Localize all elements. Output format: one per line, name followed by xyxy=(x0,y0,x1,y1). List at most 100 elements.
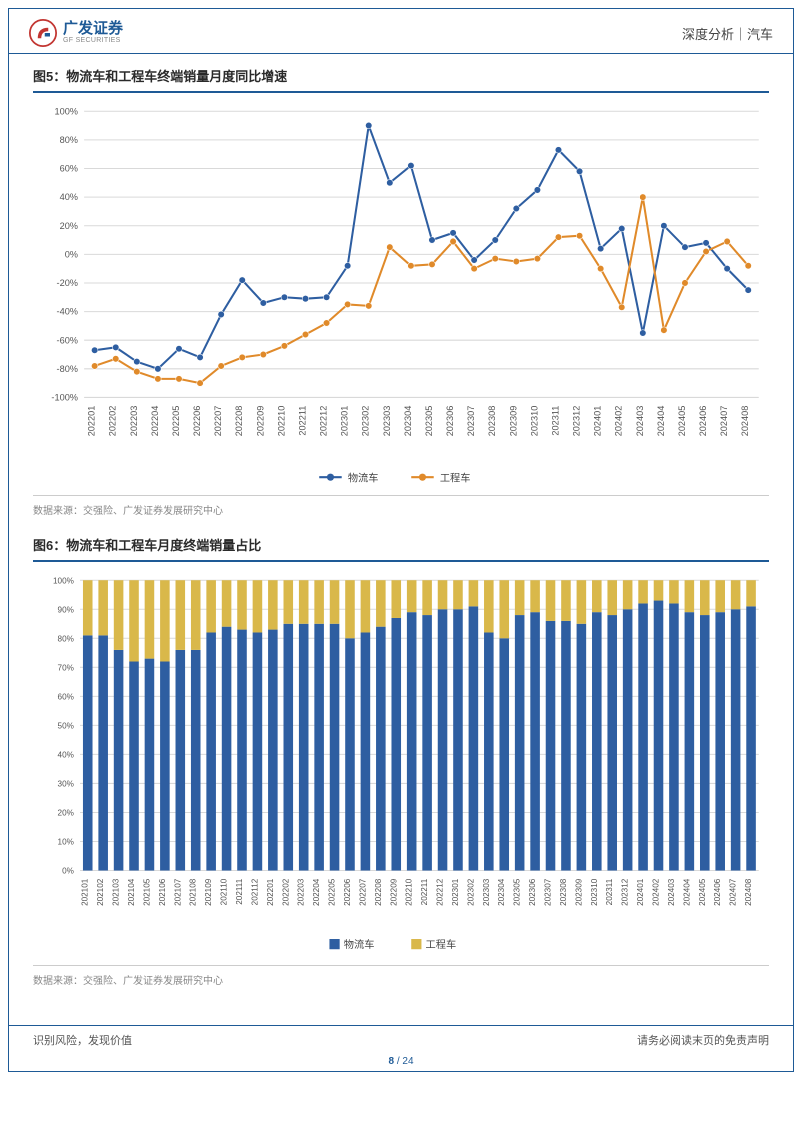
svg-text:202210: 202210 xyxy=(276,406,286,437)
svg-text:202108: 202108 xyxy=(189,879,198,907)
svg-text:工程车: 工程车 xyxy=(440,471,471,484)
svg-text:202303: 202303 xyxy=(382,406,392,437)
svg-text:202202: 202202 xyxy=(281,879,290,907)
svg-text:202407: 202407 xyxy=(719,406,729,437)
svg-text:物流车: 物流车 xyxy=(348,471,379,484)
svg-text:40%: 40% xyxy=(60,192,78,202)
svg-text:-100%: -100% xyxy=(51,393,78,403)
svg-text:202212: 202212 xyxy=(319,406,329,437)
svg-text:202203: 202203 xyxy=(297,879,306,907)
svg-text:202406: 202406 xyxy=(698,406,708,437)
svg-text:202301: 202301 xyxy=(451,879,460,907)
svg-text:202407: 202407 xyxy=(729,879,738,907)
svg-text:202304: 202304 xyxy=(403,406,413,437)
content: 图5：物流车和工程车终端销量月度同比增速 -100%-80%-60%-40%-2… xyxy=(9,54,793,1025)
svg-text:202306: 202306 xyxy=(445,406,455,437)
chart6-source: 数据来源：交强险、广发证券发展研究中心 xyxy=(33,965,769,1005)
logo-en: GF SECURITIES xyxy=(63,37,123,45)
footer-right: 请务必阅读末页的免责声明 xyxy=(637,1032,769,1048)
page-header: 广发证券 GF SECURITIES 深度分析｜汽车 xyxy=(9,9,793,54)
svg-text:202405: 202405 xyxy=(698,879,707,907)
svg-text:202308: 202308 xyxy=(559,879,568,907)
svg-text:202208: 202208 xyxy=(374,879,383,907)
chart6-stacked-bar: 0%10%20%30%40%50%60%70%80%90%100%2021012… xyxy=(33,570,769,958)
svg-text:30%: 30% xyxy=(58,780,74,789)
svg-text:10%: 10% xyxy=(58,838,74,847)
chart5-container: -100%-80%-60%-40%-20%0%20%40%60%80%100%2… xyxy=(33,91,769,489)
svg-text:202211: 202211 xyxy=(420,879,429,906)
svg-text:-80%: -80% xyxy=(57,364,78,374)
svg-text:202304: 202304 xyxy=(497,879,506,907)
svg-text:202110: 202110 xyxy=(220,879,229,906)
svg-text:202305: 202305 xyxy=(424,406,434,437)
page-footer: 识别风险，发现价值 请务必阅读末页的免责声明 xyxy=(9,1025,793,1056)
svg-text:202209: 202209 xyxy=(389,879,398,907)
svg-text:202404: 202404 xyxy=(682,879,691,907)
svg-text:202402: 202402 xyxy=(652,879,661,907)
svg-text:202311: 202311 xyxy=(605,879,614,906)
svg-text:202106: 202106 xyxy=(158,879,167,907)
svg-text:202104: 202104 xyxy=(127,879,136,907)
svg-text:202205: 202205 xyxy=(171,406,181,437)
svg-text:202210: 202210 xyxy=(405,879,414,907)
svg-text:202302: 202302 xyxy=(466,879,475,907)
chart5-title: 图5：物流车和工程车终端销量月度同比增速 xyxy=(33,66,769,85)
svg-text:202403: 202403 xyxy=(667,879,676,907)
svg-text:202311: 202311 xyxy=(550,406,560,436)
svg-text:70%: 70% xyxy=(58,664,74,673)
svg-text:202212: 202212 xyxy=(436,879,445,907)
svg-text:202204: 202204 xyxy=(150,406,160,437)
svg-text:202206: 202206 xyxy=(192,406,202,437)
svg-text:202312: 202312 xyxy=(572,406,582,437)
header-breadcrumb: 深度分析｜汽车 xyxy=(682,24,773,43)
page-total: 24 xyxy=(402,1056,413,1067)
svg-text:202310: 202310 xyxy=(590,879,599,907)
svg-text:202408: 202408 xyxy=(744,879,753,907)
svg-text:202408: 202408 xyxy=(740,406,750,437)
svg-text:202208: 202208 xyxy=(234,406,244,437)
page: 广发证券 GF SECURITIES 深度分析｜汽车 图5：物流车和工程车终端销… xyxy=(8,8,794,1072)
svg-text:60%: 60% xyxy=(58,693,74,702)
svg-text:202302: 202302 xyxy=(361,406,371,437)
footer-left: 识别风险，发现价值 xyxy=(33,1032,132,1048)
svg-text:202403: 202403 xyxy=(635,406,645,437)
chart5-source: 数据来源：交强险、广发证券发展研究中心 xyxy=(33,495,769,535)
svg-text:202404: 202404 xyxy=(656,406,666,437)
svg-text:工程车: 工程车 xyxy=(426,939,457,952)
svg-text:202405: 202405 xyxy=(677,406,687,437)
svg-text:0%: 0% xyxy=(65,249,78,259)
svg-text:202209: 202209 xyxy=(255,406,265,437)
svg-text:80%: 80% xyxy=(58,635,74,644)
svg-text:202103: 202103 xyxy=(112,879,121,907)
svg-text:202301: 202301 xyxy=(340,406,350,437)
chart5-line-chart: -100%-80%-60%-40%-20%0%20%40%60%80%100%2… xyxy=(33,101,769,489)
svg-text:50%: 50% xyxy=(58,722,74,731)
svg-text:40%: 40% xyxy=(58,751,74,760)
svg-text:202305: 202305 xyxy=(513,879,522,907)
svg-text:-60%: -60% xyxy=(57,335,78,345)
svg-text:202206: 202206 xyxy=(343,879,352,907)
svg-text:202112: 202112 xyxy=(250,879,259,906)
svg-text:20%: 20% xyxy=(60,221,78,231)
svg-text:202309: 202309 xyxy=(508,406,518,437)
svg-text:202201: 202201 xyxy=(266,879,275,907)
svg-text:202201: 202201 xyxy=(87,406,97,437)
chart6-container: 0%10%20%30%40%50%60%70%80%90%100%2021012… xyxy=(33,560,769,958)
svg-text:202111: 202111 xyxy=(235,879,244,905)
svg-text:202406: 202406 xyxy=(713,879,722,907)
svg-text:202203: 202203 xyxy=(129,406,139,437)
svg-text:202109: 202109 xyxy=(204,879,213,907)
svg-text:202307: 202307 xyxy=(544,879,553,907)
svg-text:202107: 202107 xyxy=(173,879,182,907)
svg-text:60%: 60% xyxy=(60,164,78,174)
logo-text: 广发证券 GF SECURITIES xyxy=(63,21,123,45)
svg-text:100%: 100% xyxy=(54,106,77,116)
svg-text:202204: 202204 xyxy=(312,879,321,907)
svg-text:202309: 202309 xyxy=(574,879,583,907)
svg-text:202401: 202401 xyxy=(636,879,645,907)
chart6-title: 图6：物流车和工程车月度终端销量占比 xyxy=(33,535,769,554)
svg-text:80%: 80% xyxy=(60,135,78,145)
svg-text:202402: 202402 xyxy=(614,406,624,437)
svg-text:20%: 20% xyxy=(58,809,74,818)
svg-text:202102: 202102 xyxy=(96,879,105,907)
